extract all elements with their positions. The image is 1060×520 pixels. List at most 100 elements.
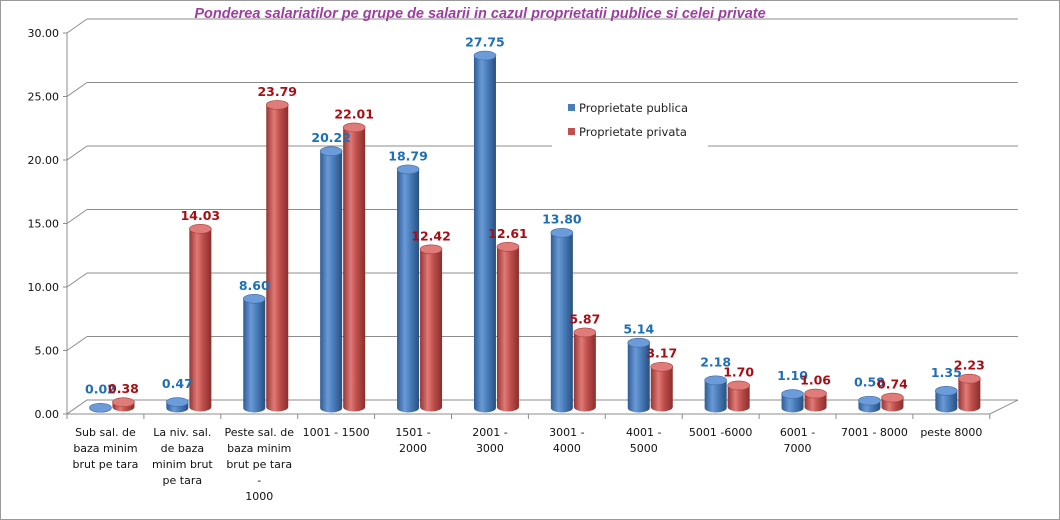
bar-top	[727, 380, 750, 391]
x-tick-label: 7001 - 8000	[841, 426, 908, 439]
bar-top	[958, 373, 981, 384]
x-tick-label: 1000	[245, 490, 273, 503]
x-tick-label: brut pe tara	[226, 458, 292, 471]
x-tick-label: de baza	[161, 442, 204, 455]
bar-top	[342, 122, 366, 133]
data-label: 27.75	[465, 35, 505, 50]
x-tick-labels: Sub sal. de baza minim brut pe tara La niv.…	[73, 426, 983, 503]
bar-publica	[396, 164, 420, 413]
bar-privata	[881, 392, 904, 412]
bar-body	[627, 342, 650, 413]
bar-top	[189, 224, 212, 234]
bar-privata	[804, 388, 827, 412]
bar-privata	[189, 224, 212, 412]
bar-top	[112, 397, 135, 407]
data-label: 1.70	[723, 364, 754, 379]
bar-body	[397, 169, 420, 413]
gridline-depth	[66, 18, 88, 34]
bar-top	[550, 227, 574, 238]
x-tick-label: 4000	[553, 442, 581, 455]
bar-body	[243, 298, 266, 413]
bar-publica	[935, 386, 958, 413]
y-tick-label: 20.00	[28, 154, 60, 167]
bar-publica	[242, 293, 266, 413]
gridlines	[66, 18, 1018, 415]
gridline-depth	[66, 272, 88, 288]
x-tick-label: La niv. sal.	[153, 426, 211, 439]
legend-background	[552, 92, 708, 150]
data-label: 14.03	[181, 208, 221, 223]
x-tick-label: 5000	[630, 442, 658, 455]
data-label: 18.79	[388, 148, 428, 163]
legend-label-publica: Proprietate publica	[579, 101, 688, 115]
bar-top	[781, 389, 804, 399]
x-tick-label: 2001 -	[472, 426, 507, 439]
x-tick-label: baza minim	[227, 442, 291, 455]
gridline-depth	[66, 336, 88, 351]
bar-top	[396, 164, 420, 175]
bar-top	[804, 388, 827, 399]
x-tick-label: Sub sal. de	[75, 426, 136, 439]
gridline-depth	[66, 82, 88, 97]
bar-top	[419, 244, 443, 255]
bar-top	[166, 397, 189, 407]
data-labels: 0.02 0.47 8.60 20.22 18.79 27.75 13.80 5.14 2.18…	[85, 35, 985, 397]
bar-body	[958, 378, 981, 412]
data-label: 20.22	[311, 130, 351, 145]
bar-top	[496, 242, 520, 252]
data-label: 3.17	[646, 346, 677, 361]
data-label: 8.60	[239, 278, 270, 293]
bar-privata	[496, 242, 520, 412]
bar-top	[704, 375, 727, 386]
bar-publica	[781, 389, 804, 413]
bar-body	[473, 55, 496, 413]
x-tick-label: 1501 -	[395, 426, 430, 439]
data-label: 5.14	[623, 322, 654, 337]
x-tick-label: pe tara	[163, 474, 203, 487]
data-label: 5.87	[569, 311, 600, 326]
data-label: 0.74	[877, 377, 908, 392]
bar-privata	[419, 244, 443, 412]
y-tick-label: 15.00	[28, 218, 60, 231]
data-label: 2.18	[700, 354, 731, 369]
x-tick-label: brut pe tara	[73, 458, 139, 471]
y-tick-label: 25.00	[28, 91, 60, 104]
legend-label-privata: Proprietate privata	[579, 125, 687, 139]
chart-title: Ponderea salariatilor pe grupe de salari…	[194, 6, 765, 22]
bar-top	[242, 293, 266, 304]
data-label: 13.80	[542, 212, 582, 227]
bar-body	[781, 394, 804, 413]
data-label: 1.06	[800, 373, 831, 388]
data-label: 0.47	[162, 376, 193, 391]
bar-body	[343, 127, 366, 412]
x-tick-label: 2000	[399, 442, 427, 455]
bar-privata	[650, 361, 674, 412]
legend: Proprietate publica Proprietate privata	[552, 92, 708, 150]
x-tick-label: minim brut	[152, 458, 213, 471]
bar-body	[804, 393, 827, 412]
bar-privata	[112, 397, 135, 412]
bar-body	[266, 104, 289, 412]
bar-top	[858, 395, 881, 406]
bar-body	[420, 249, 443, 412]
bars	[89, 50, 981, 413]
x-tick-label: -	[257, 474, 261, 487]
y-tick-label: 10.00	[28, 281, 60, 294]
bar-top	[881, 392, 904, 403]
axes: 0.00 5.00 10.00 15.00 20.00 25.00 30.00	[28, 27, 1019, 421]
bar-body	[496, 246, 519, 412]
bar-publica	[627, 337, 651, 413]
x-tick-label: Peste sal. de	[224, 426, 294, 439]
legend-swatch-publica	[568, 104, 575, 111]
bar-body	[650, 366, 673, 412]
bar-privata	[958, 373, 981, 412]
y-tick-label: 30.00	[28, 27, 60, 40]
bar-publica	[319, 146, 343, 413]
bar-top	[473, 50, 497, 61]
y-tick-label: 0.00	[35, 408, 60, 421]
bar-body	[550, 232, 573, 413]
data-label: 1.35	[931, 365, 962, 380]
x-tick-label: baza minim	[73, 442, 137, 455]
